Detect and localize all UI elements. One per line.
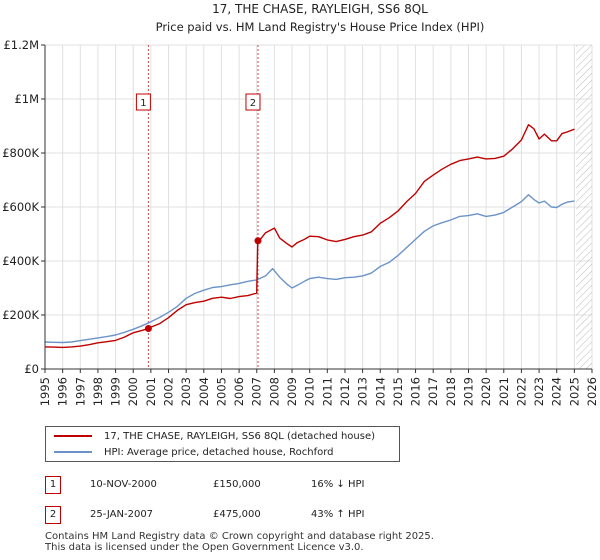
x-tick-label: 1997 (73, 377, 87, 406)
x-tick-label: 2005 (214, 377, 228, 406)
sale-date: 25-JAN-2007 (90, 509, 154, 520)
x-tick-label: 2011 (320, 377, 334, 406)
chart-title: 17, THE CHASE, RAYLEIGH, SS6 8QL (212, 2, 428, 16)
sale-price: £150,000 (213, 479, 261, 490)
x-tick-label: 2000 (126, 377, 140, 406)
x-tick-label: 2009 (285, 377, 299, 406)
table-row: 2 25-JAN-2007 £475,000 43% ↑ HPI (45, 506, 465, 526)
x-tick-label: 1995 (38, 377, 52, 406)
y-tick-label: £400K (2, 254, 39, 268)
x-tick-label: 2014 (373, 377, 387, 406)
table-row: 1 10-NOV-2000 £150,000 16% ↓ HPI (45, 476, 465, 496)
x-tick-label: 2012 (338, 377, 352, 406)
x-tick-label: 2015 (391, 377, 405, 406)
x-tick-label: 2008 (267, 377, 281, 406)
legend: 17, THE CHASE, RAYLEIGH, SS6 8QL (detach… (45, 426, 400, 462)
x-tick-label: 2016 (409, 377, 423, 406)
x-tick-label: 2007 (250, 377, 264, 406)
sale-markers (144, 237, 262, 332)
x-tick-label: 2021 (497, 377, 511, 406)
x-tick-label: 2002 (162, 377, 176, 406)
y-tick-label: £1.2M (3, 38, 39, 52)
sale-number-badge: 2 (45, 506, 61, 524)
x-tick-label: 1996 (56, 377, 70, 406)
footer-licence: This data is licensed under the Open Gov… (45, 542, 364, 553)
legend-label-hpi: HPI: Average price, detached house, Roch… (104, 446, 334, 458)
sale-label-number: 1 (140, 98, 146, 109)
sale-hpi-change: 43% ↑ HPI (311, 509, 365, 520)
x-tick-label: 2020 (479, 377, 493, 406)
x-tick-label: 2025 (567, 377, 581, 406)
footer: Contains HM Land Registry data © Crown c… (45, 531, 434, 553)
x-tick-label: 1998 (91, 377, 105, 406)
footer-copyright: Contains HM Land Registry data © Crown c… (45, 531, 434, 542)
sale-label-number: 2 (250, 98, 256, 109)
y-tick-label: £0 (24, 362, 39, 376)
legend-label-property: 17, THE CHASE, RAYLEIGH, SS6 8QL (detach… (104, 430, 375, 442)
x-tick-label: 2018 (444, 377, 458, 406)
x-tick-label: 2026 (585, 377, 599, 406)
sale-number-badge: 1 (45, 476, 61, 494)
legend-item-property: 17, THE CHASE, RAYLEIGH, SS6 8QL (detach… (54, 428, 375, 444)
legend-swatch-hpi (54, 451, 92, 453)
x-tick-label: 2004 (197, 377, 211, 406)
chart-subtitle: Price paid vs. HM Land Registry's House … (156, 20, 485, 34)
sale-hpi-change: 16% ↓ HPI (311, 479, 365, 490)
y-tick-label: £200K (2, 308, 39, 322)
x-tick-label: 2013 (356, 377, 370, 406)
hpi-line (44, 194, 575, 344)
y-tick-label: £600K (2, 200, 39, 214)
sale-label-box (245, 93, 261, 111)
future-hatch-area (576, 45, 592, 369)
future-hatch (576, 45, 592, 369)
legend-item-hpi: HPI: Average price, detached house, Roch… (54, 444, 334, 460)
property-price-line (44, 123, 575, 349)
x-tick-label: 2022 (514, 377, 528, 406)
x-tick-label: 2017 (426, 377, 440, 406)
price-chart: 17, THE CHASE, RAYLEIGH, SS6 8QL Price p… (2, 2, 599, 406)
x-tick-label: 2024 (550, 377, 564, 406)
x-tick-label: 2001 (144, 377, 158, 406)
grid (44, 44, 593, 370)
sale-date: 10-NOV-2000 (90, 479, 157, 490)
y-tick-label: £1M (14, 92, 39, 106)
x-tick-label: 2010 (303, 377, 317, 406)
sale-point (144, 325, 152, 332)
series (44, 123, 575, 349)
legend-swatch-property (54, 435, 92, 437)
sale-point (254, 237, 262, 245)
x-tick-label: 2023 (532, 377, 546, 406)
x-tick-label: 2003 (179, 377, 193, 406)
sale-label-box (135, 93, 151, 111)
sale-price: £475,000 (213, 509, 261, 520)
x-tick-label: 2006 (232, 377, 246, 406)
x-tick-label: 2019 (461, 377, 475, 406)
x-tick-label: 1999 (109, 377, 123, 406)
y-tick-label: £800K (2, 146, 39, 160)
